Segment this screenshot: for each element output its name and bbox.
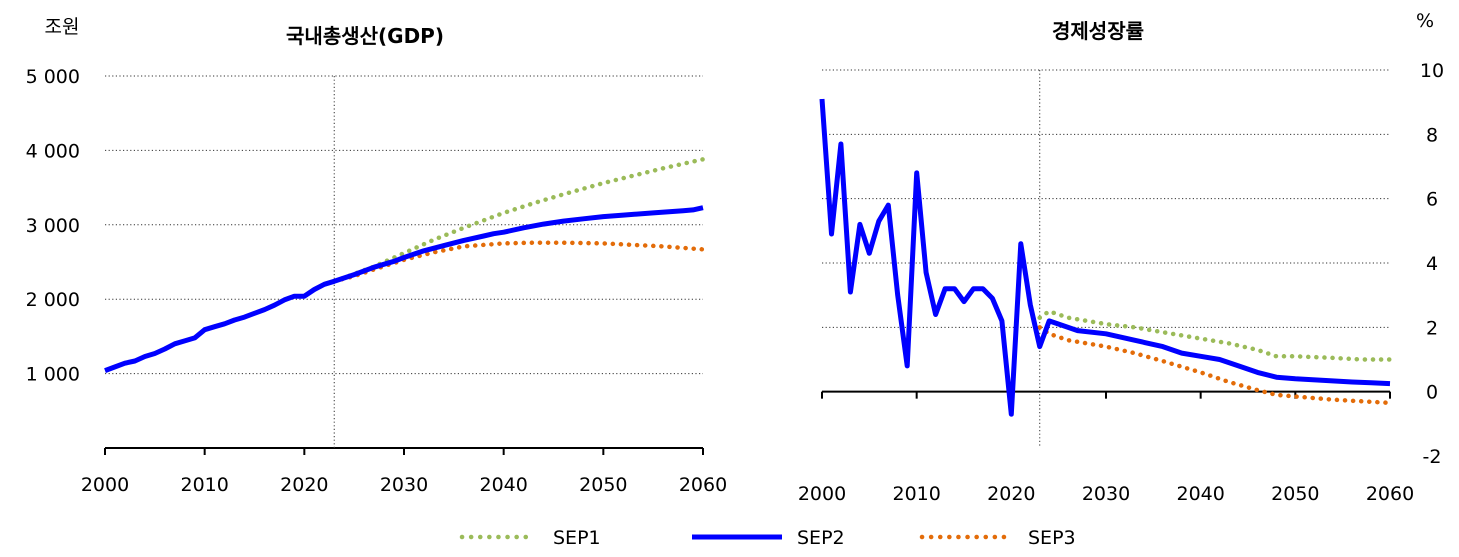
growth-y-tick-label: -2 — [1423, 446, 1442, 468]
gdp-x-tick-label: 2000 — [81, 474, 129, 496]
growth-y-tick-label: 8 — [1426, 124, 1438, 146]
gdp-x-tick-label: 2040 — [479, 474, 527, 496]
growth-y-tick-label: 4 — [1426, 253, 1438, 275]
growth-x-tick-label: 2030 — [1082, 483, 1130, 505]
growth-x-tick-label: 2010 — [892, 483, 940, 505]
gdp-chart: 국내총생산(GDP) 조원 1 000 2 000 3 000 4 000 5 000 2… — [26, 16, 728, 496]
gdp-y-tick-label: 1 000 — [26, 364, 80, 386]
growth-x-tick-label: 2050 — [1271, 483, 1319, 505]
growth-chart-title: 경제성장률 — [1052, 19, 1144, 43]
gdp-y-tick-label: 4 000 — [26, 140, 80, 162]
growth-x-tick-label: 2020 — [987, 483, 1035, 505]
gdp-x-tick-label: 2050 — [579, 474, 627, 496]
gdp-y-tick-label: 3 000 — [26, 215, 80, 237]
gdp-x-tick-label: 2020 — [280, 474, 328, 496]
gdp-x-tick-label: 2060 — [679, 474, 727, 496]
growth-y-tick-label: 10 — [1420, 60, 1444, 82]
growth-rate-chart: 경제성장률 % -2 0 2 4 6 8 10 2000 2010 2020 2030 2040 205… — [798, 10, 1444, 505]
growth-x-tick-label: 2060 — [1366, 483, 1414, 505]
legend-label-sep2: SEP2 — [797, 527, 845, 549]
legend-label-sep3: SEP3 — [1028, 527, 1076, 549]
growth-series-sep3 — [1037, 325, 1393, 406]
legend-label-sep1: SEP1 — [553, 527, 601, 549]
growth-y-tick-label: 0 — [1426, 382, 1438, 404]
growth-y-tick-label: 6 — [1426, 189, 1438, 211]
growth-unit-label: % — [1416, 10, 1434, 32]
growth-x-tick-label: 2000 — [798, 483, 846, 505]
gdp-x-tick-label: 2010 — [180, 474, 228, 496]
legend: SEP1 SEP2 SEP3 — [459, 527, 1076, 549]
growth-series-sep2 — [819, 98, 1391, 417]
gdp-y-tick-label: 2 000 — [26, 289, 80, 311]
gdp-series-sep2 — [104, 205, 704, 373]
growth-y-tick-label: 2 — [1426, 317, 1438, 339]
gdp-unit-label: 조원 — [45, 16, 80, 38]
growth-x-tick-label: 2040 — [1176, 483, 1224, 505]
gdp-x-tick-label: 2030 — [380, 474, 428, 496]
gdp-y-tick-label: 5 000 — [26, 66, 80, 88]
growth-series-sep1 — [1037, 309, 1393, 362]
gdp-chart-title: 국내총생산(GDP) — [286, 24, 444, 48]
